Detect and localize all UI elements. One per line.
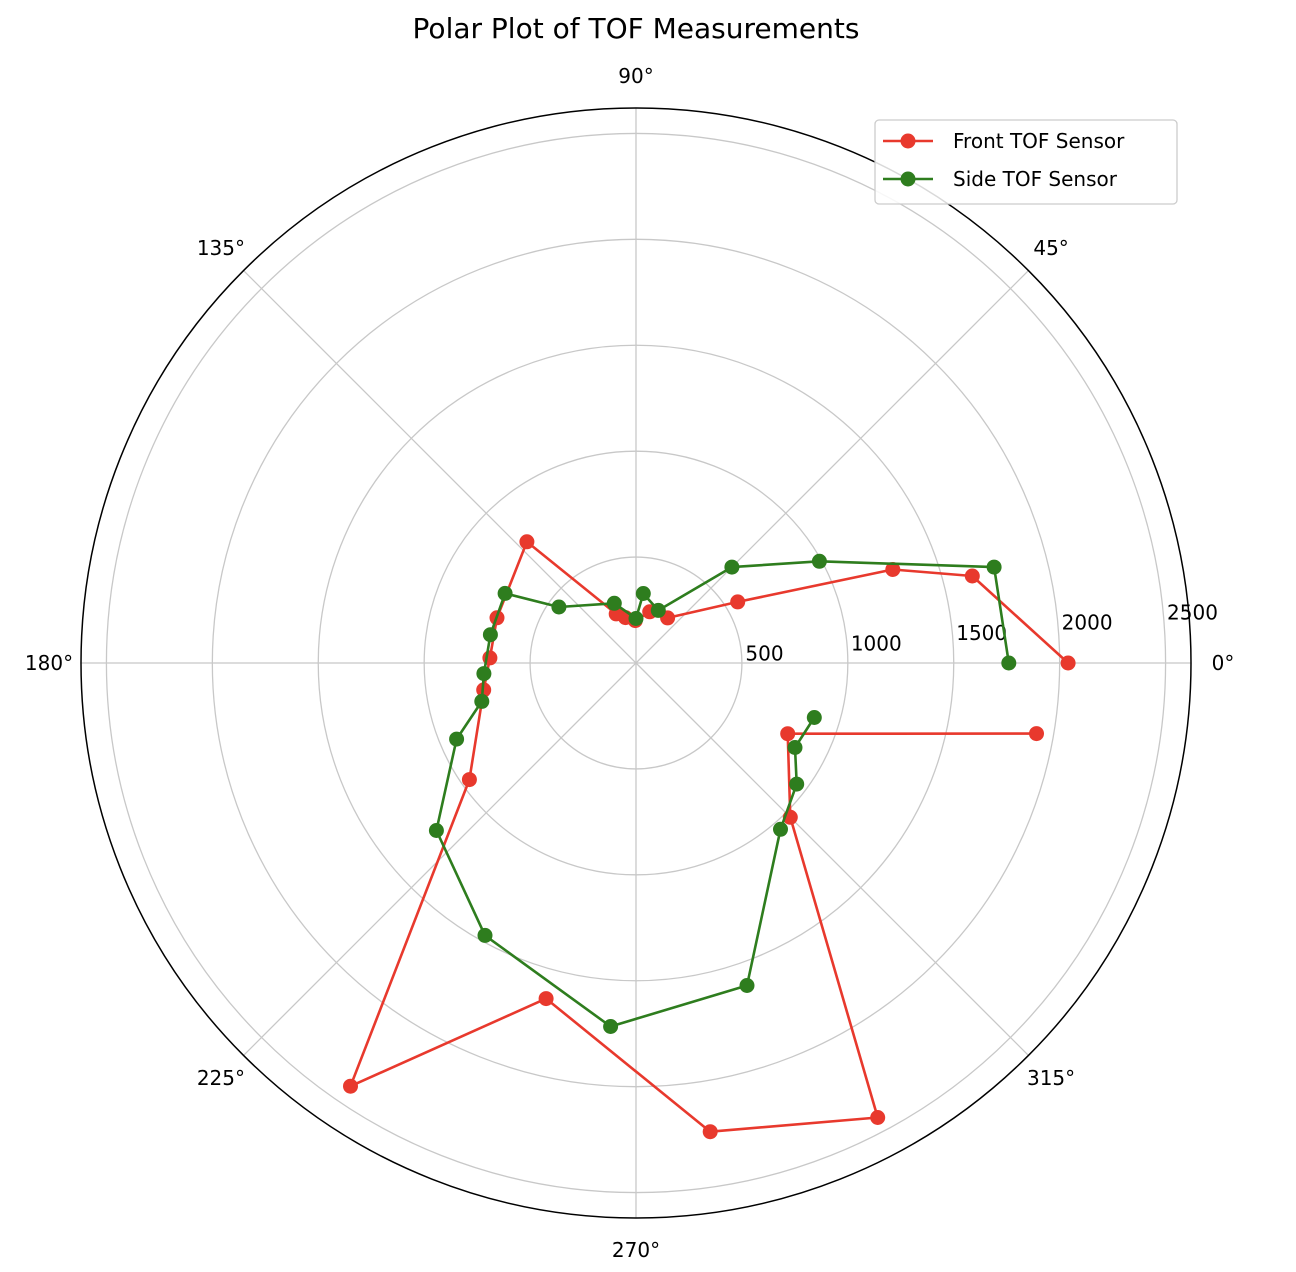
data-point (773, 821, 788, 837)
data-point (787, 740, 803, 755)
data-point (635, 586, 651, 601)
legend-swatch-marker (900, 171, 916, 187)
data-point (461, 772, 477, 788)
data-point (806, 710, 822, 725)
legend-box (874, 119, 1178, 205)
polar-grid (80, 107, 1192, 1219)
angular-tick-label: 0° (1212, 651, 1235, 675)
legend-label: Front TOF Sensor (953, 129, 1125, 153)
data-point (538, 991, 554, 1007)
data-point (702, 1124, 718, 1140)
angular-tick-label: 315° (1027, 1066, 1075, 1090)
data-point (343, 1078, 358, 1094)
legend-label: Side TOF Sensor (953, 167, 1118, 191)
angular-tick-label: 135° (197, 236, 245, 260)
series-1 (428, 553, 1017, 1034)
data-point (885, 562, 901, 577)
data-point (811, 553, 827, 569)
data-point (1029, 726, 1044, 742)
data-point (551, 599, 567, 615)
series-line (435, 559, 1011, 1028)
data-point (789, 776, 805, 792)
radial-tick-labels: 500 1000 1500 2000 2500 (745, 600, 1218, 665)
data-point (870, 1110, 886, 1125)
angular-tick-label: 90° (618, 64, 653, 88)
angular-gridline (635, 270, 1029, 664)
polar-frame (80, 107, 1192, 1219)
data-point (482, 627, 498, 643)
data-point (1060, 655, 1076, 671)
angular-gridline (635, 662, 1029, 1056)
data-point (739, 978, 755, 993)
angular-gridline (243, 270, 637, 664)
data-point (780, 726, 796, 742)
data-point (497, 585, 513, 601)
data-point (477, 927, 493, 943)
data-point (428, 823, 444, 838)
data-point (650, 602, 666, 618)
data-point (449, 731, 465, 747)
legend: Front TOF Sensor Side TOF Sensor (874, 119, 1178, 205)
angular-tick-label: 45° (1033, 236, 1068, 260)
radial-tick-label: 500 (745, 642, 783, 666)
data-series (343, 534, 1076, 1140)
angular-tick-label: 270° (612, 1238, 660, 1262)
legend-swatch-marker (900, 133, 916, 149)
angular-tick-label: 225° (197, 1066, 245, 1090)
radial-tick-label: 1500 (956, 621, 1007, 645)
data-point (628, 611, 644, 626)
radial-tick-label: 1000 (851, 631, 902, 655)
data-point (519, 534, 535, 550)
data-point (476, 666, 492, 682)
data-point (730, 594, 746, 610)
angular-tick-labels: 0° 45° 90° 135° 180° 225° 270° 315° (25, 64, 1234, 1262)
radial-tick-label: 2500 (1167, 600, 1218, 624)
data-point (1001, 655, 1017, 671)
chart-title: Polar Plot of TOF Measurements (413, 12, 860, 45)
data-point (474, 693, 490, 709)
data-point (606, 595, 622, 611)
data-point (964, 568, 980, 584)
angular-tick-label: 180° (25, 651, 73, 675)
data-point (986, 559, 1002, 575)
data-point (724, 559, 740, 575)
data-point (603, 1019, 619, 1034)
radial-tick-label: 2000 (1062, 611, 1113, 635)
